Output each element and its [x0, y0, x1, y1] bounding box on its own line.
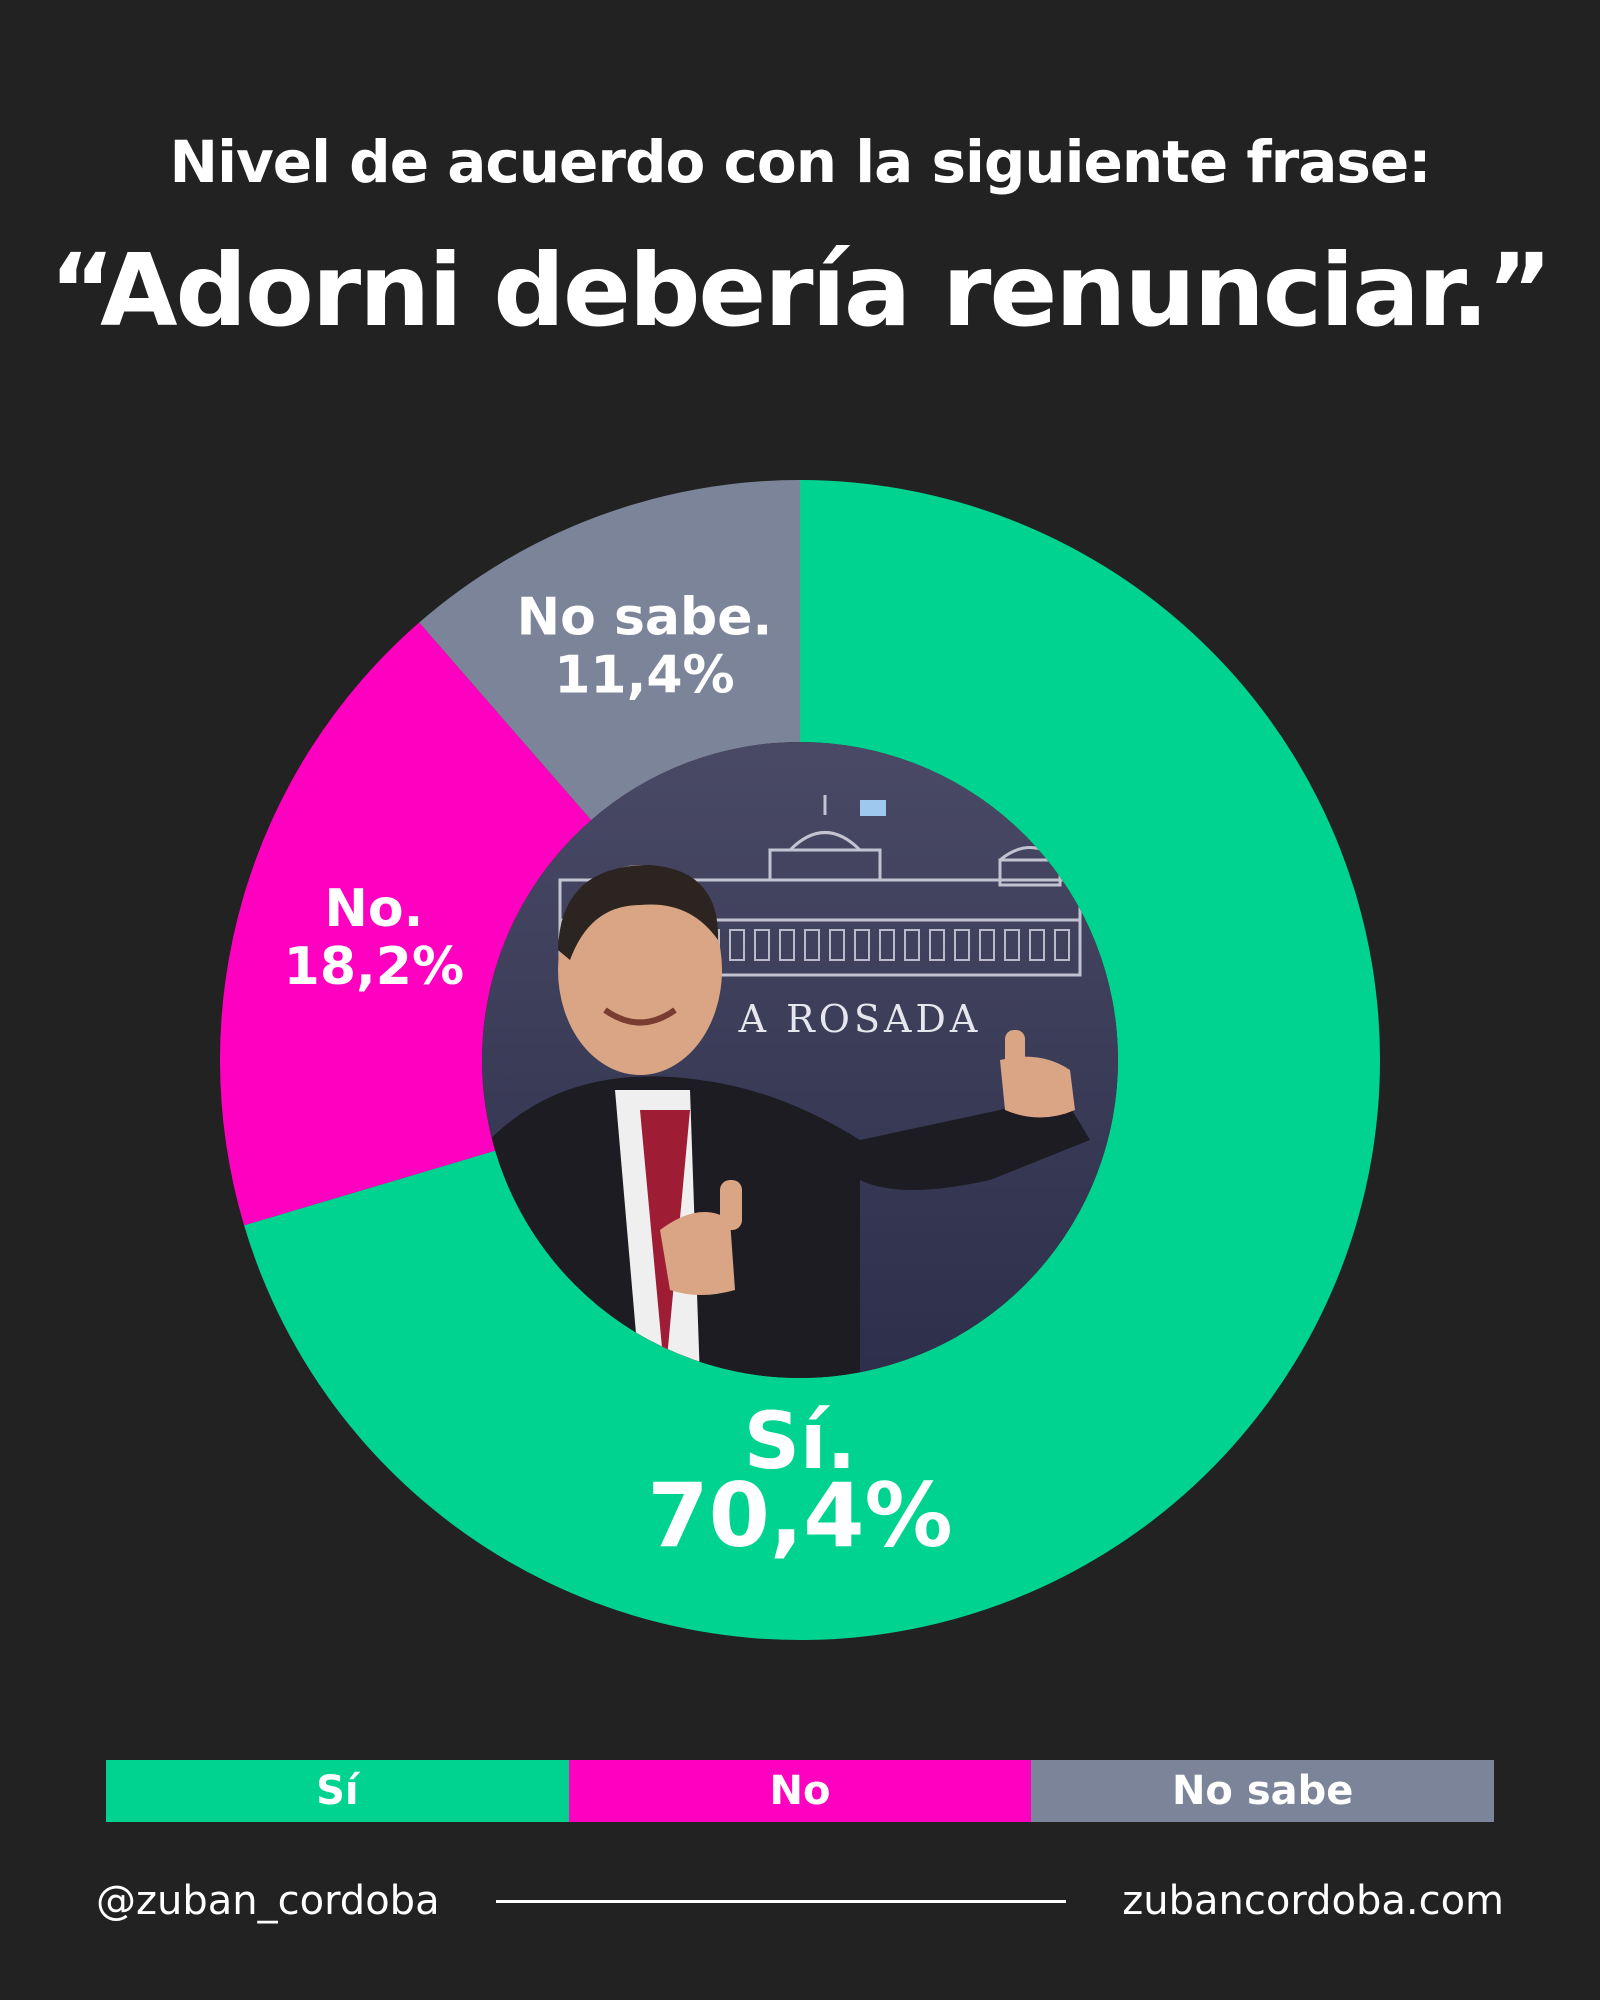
slice-label-name: Sí.: [744, 1397, 857, 1487]
flag-icon: [860, 800, 886, 816]
legend-item-si: Sí: [106, 1760, 569, 1822]
footer: @zuban_cordoba zubancordoba.com: [96, 1876, 1504, 1926]
legend: Sí No No sabe: [106, 1760, 1495, 1822]
footer-divider: [495, 1899, 1067, 1903]
chart-subtitle: Nivel de acuerdo con la siguiente frase:: [169, 128, 1432, 196]
legend-label: Sí: [316, 1768, 359, 1814]
slice-label-name: No.: [324, 879, 423, 939]
legend-label: No: [769, 1768, 831, 1814]
chart-title: “Adorni debería renunciar.”: [49, 232, 1552, 349]
legend-item-no-sabe: No sabe: [1031, 1760, 1495, 1822]
legend-item-no: No: [568, 1760, 1032, 1822]
legend-label: No sabe: [1171, 1768, 1354, 1814]
donut-slices: [220, 480, 1380, 1640]
person-illustration: [482, 865, 1090, 1378]
slice-labels: Sí.70,4% No.18,2% No sabe.11,4%: [284, 587, 953, 1567]
slice-si: [244, 480, 1380, 1640]
slice-no-sabe: [419, 480, 800, 821]
slice-label-value: 70,4%: [647, 1464, 952, 1567]
slice-label-value: 18,2%: [284, 937, 464, 997]
slice-no: [220, 622, 592, 1226]
social-handle[interactable]: @zuban_cordoba: [96, 1878, 440, 1924]
casa-rosada-sign: A ROSADA: [738, 997, 982, 1041]
slice-label-name: No sabe.: [517, 587, 773, 647]
slice-label-value: 11,4%: [554, 645, 734, 705]
website-link[interactable]: zubancordoba.com: [1122, 1878, 1504, 1924]
center-photo: A ROSADA: [482, 742, 1118, 1378]
